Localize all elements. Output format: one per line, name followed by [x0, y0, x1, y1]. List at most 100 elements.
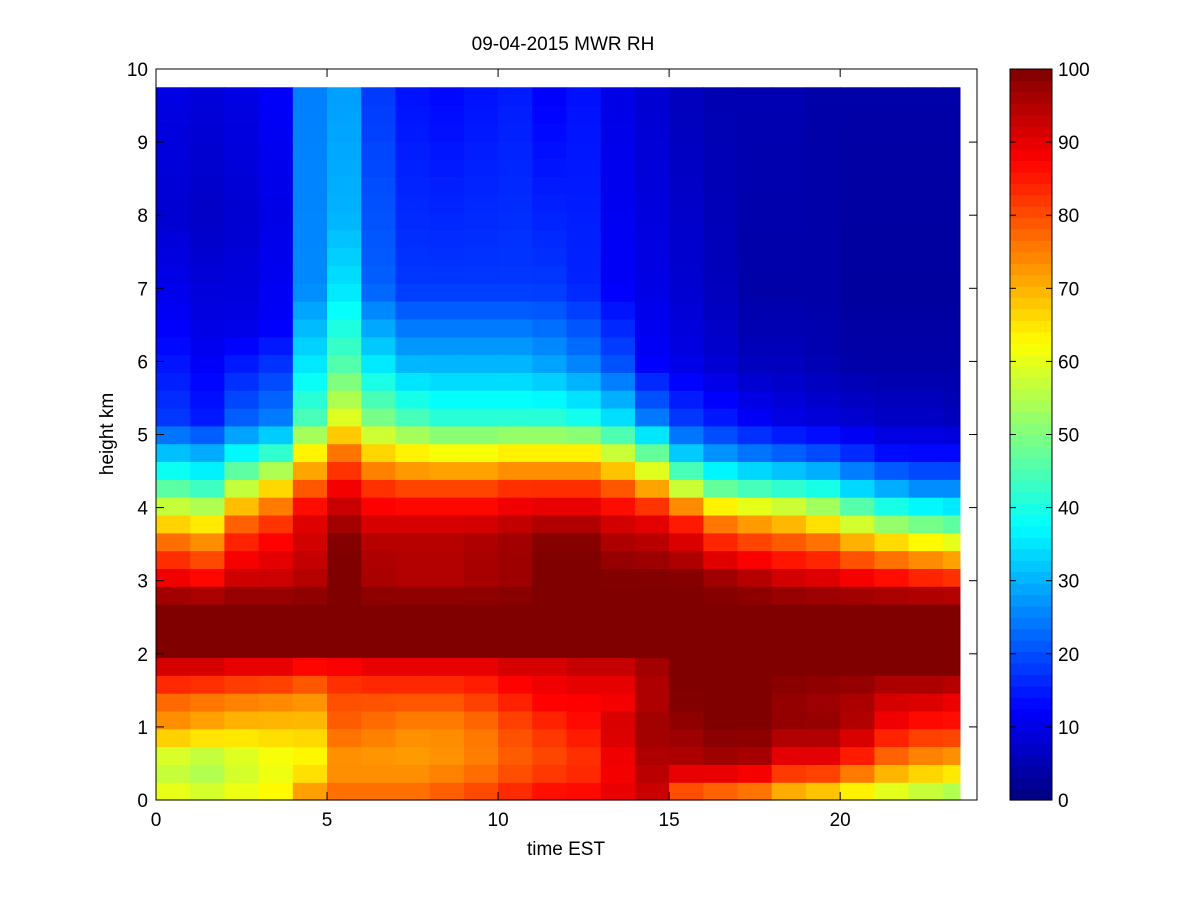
heatmap-cell: [258, 158, 294, 177]
heatmap-cell: [292, 550, 328, 569]
heatmap-cell: [429, 746, 465, 765]
heatmap-cell: [566, 354, 602, 373]
heatmap-cell: [908, 158, 944, 177]
heatmap: [156, 87, 961, 801]
heatmap-cell: [532, 372, 568, 391]
heatmap-cell: [634, 764, 670, 783]
y-tick-label: 3: [137, 572, 148, 593]
heatmap-cell: [327, 782, 362, 801]
colorbar-segment: [1010, 411, 1052, 424]
heatmap-cell: [874, 443, 910, 463]
heatmap-cell: [840, 390, 875, 409]
heatmap-cell: [429, 604, 465, 623]
heatmap-cell: [190, 497, 226, 516]
heatmap-cell: [395, 247, 431, 267]
heatmap-cell: [156, 604, 191, 623]
heatmap-cell: [942, 212, 961, 231]
heatmap-cell: [463, 604, 499, 623]
heatmap-cell: [395, 657, 431, 676]
colorbar-tick-label: 10: [1058, 718, 1079, 739]
heatmap-cell: [771, 105, 807, 124]
heatmap-cell: [156, 390, 191, 409]
heatmap-cell: [566, 408, 602, 427]
heatmap-cell: [498, 265, 533, 284]
heatmap-cell: [224, 586, 260, 605]
heatmap-cell: [840, 354, 875, 373]
heatmap-cell: [190, 514, 226, 534]
heatmap-cell: [600, 194, 636, 213]
heatmap-cell: [224, 265, 260, 284]
heatmap-cell: [258, 354, 294, 373]
colorbar-segment: [1010, 594, 1052, 607]
heatmap-cell: [669, 247, 704, 267]
heatmap-cell: [292, 390, 328, 409]
heatmap-cell: [327, 728, 362, 748]
y-tick-label: 1: [137, 718, 148, 739]
heatmap-cell: [258, 764, 294, 783]
heatmap-cell: [190, 532, 226, 552]
heatmap-cell: [327, 140, 362, 160]
heatmap-cell: [600, 657, 636, 676]
heatmap-cell: [327, 318, 362, 338]
heatmap-cell: [566, 514, 602, 534]
heatmap-cell: [669, 604, 704, 623]
heatmap-cell: [258, 693, 294, 712]
heatmap-cell: [258, 425, 294, 445]
heatmap-cell: [532, 158, 568, 177]
heatmap-cell: [463, 390, 499, 409]
heatmap-cell: [156, 639, 191, 659]
heatmap-cell: [361, 514, 397, 534]
heatmap-cell: [874, 425, 910, 445]
colorbar-segment: [1010, 503, 1052, 516]
heatmap-cell: [600, 354, 636, 373]
heatmap-cell: [805, 105, 841, 124]
heatmap-cell: [874, 301, 910, 320]
heatmap-cell: [292, 675, 328, 694]
x-tick-label: 5: [322, 810, 333, 831]
heatmap-cell: [703, 390, 739, 409]
heatmap-cell: [669, 105, 704, 124]
heatmap-cell: [805, 710, 841, 730]
heatmap-cell: [292, 568, 328, 587]
heatmap-cell: [737, 461, 773, 480]
heatmap-cell: [156, 372, 191, 391]
colorbar-segment: [1010, 251, 1052, 264]
heatmap-cell: [942, 283, 961, 302]
colorbar-segment: [1010, 514, 1052, 527]
heatmap-cell: [737, 746, 773, 765]
heatmap-cell: [361, 122, 397, 142]
heatmap-cell: [156, 212, 191, 231]
heatmap-cell: [566, 479, 602, 498]
heatmap-cell: [190, 354, 226, 373]
heatmap-cell: [292, 176, 328, 195]
heatmap-cell: [737, 105, 773, 124]
heatmap-cell: [942, 693, 961, 712]
heatmap-cell: [669, 675, 704, 694]
heatmap-cell: [224, 604, 260, 623]
heatmap-cell: [771, 194, 807, 213]
heatmap-cell: [669, 265, 704, 284]
heatmap-cell: [361, 443, 397, 463]
heatmap-cell: [498, 408, 533, 427]
heatmap-cell: [258, 229, 294, 249]
heatmap-cell: [669, 425, 704, 445]
colorbar-segment: [1010, 777, 1052, 790]
heatmap-cell: [327, 461, 362, 480]
colorbar-segment: [1010, 662, 1052, 675]
heatmap-cell: [463, 247, 499, 267]
heatmap-cell: [429, 657, 465, 676]
heatmap-cell: [634, 568, 670, 587]
heatmap-cell: [532, 639, 568, 659]
heatmap-cell: [805, 176, 841, 195]
heatmap-cell: [224, 639, 260, 659]
heatmap-cell: [600, 247, 636, 267]
heatmap-cell: [634, 194, 670, 213]
heatmap-cell: [258, 87, 294, 106]
colorbar-segment: [1010, 388, 1052, 401]
heatmap-cell: [771, 479, 807, 498]
heatmap-cell: [532, 176, 568, 195]
heatmap-cell: [771, 229, 807, 249]
heatmap-cell: [156, 675, 191, 694]
heatmap-cell: [361, 140, 397, 160]
heatmap-cell: [805, 158, 841, 177]
